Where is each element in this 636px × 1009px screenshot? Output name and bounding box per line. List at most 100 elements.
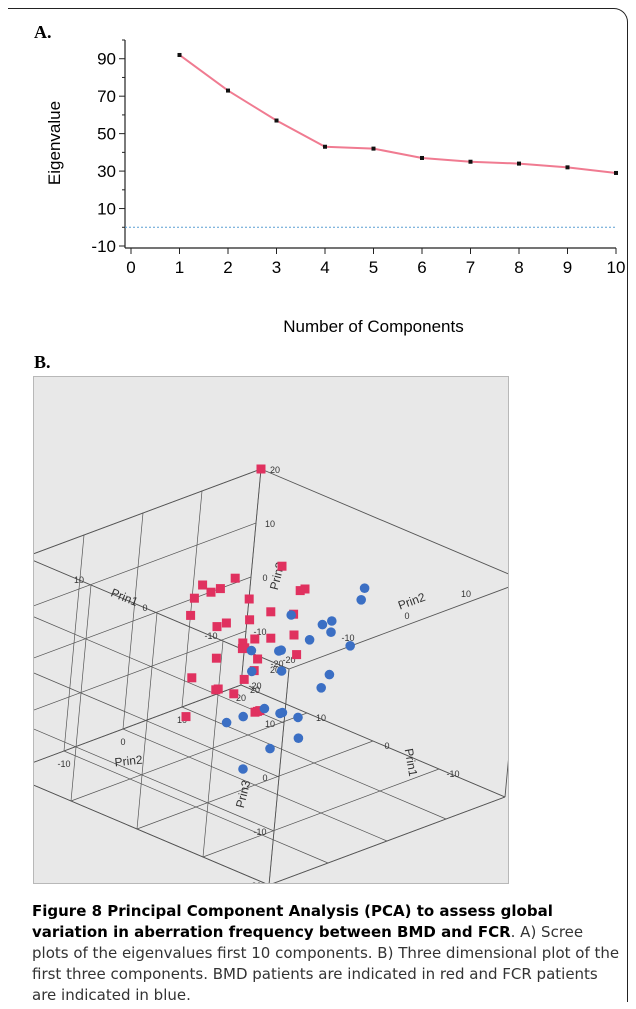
eigenvalue-point [468, 159, 473, 164]
tick-label-prin1-right: 10 [316, 713, 326, 723]
tick-label-prin1-right: 20 [250, 685, 260, 695]
figure-frame [8, 8, 628, 1002]
series-bmd [181, 464, 310, 722]
axis-label-prin2_bottom: Prin2 [114, 753, 144, 770]
pca-3d-plot: -20-1001020-20-1001020-20-1001020-20-100… [0, 464, 530, 891]
data-point-fcr [304, 635, 315, 645]
data-point-bmd [215, 584, 225, 594]
data-point-bmd [253, 654, 263, 664]
data-point-bmd [255, 706, 265, 716]
series-fcr [221, 583, 370, 774]
eigenvalue-line [178, 54, 617, 174]
grid-line [4, 772, 270, 886]
y-tick-label: 50 [97, 125, 116, 144]
grid-line [4, 772, 270, 886]
x-tick-label: 9 [563, 258, 572, 277]
data-point-bmd [266, 633, 276, 643]
tick-label-prin2-top: 0 [404, 611, 409, 621]
data-point-bmd [198, 580, 208, 590]
data-point-bmd [244, 594, 254, 604]
cube-edge [268, 668, 290, 886]
eigenvalue-point [177, 52, 182, 57]
data-point-bmd [295, 586, 305, 596]
data-point-fcr [238, 764, 248, 774]
grid-line [9, 718, 275, 832]
x-tick-label: 7 [466, 258, 475, 277]
eigenvalue-point [420, 155, 424, 160]
grid-line [122, 728, 388, 842]
tick-label-prin2-top: 10 [461, 589, 471, 599]
x-tick-label: 1 [175, 258, 184, 277]
data-point-fcr [276, 666, 287, 676]
data-point-bmd [289, 630, 299, 640]
tick-label-prin3-right: 0 [262, 573, 267, 583]
cube-edge [4, 772, 270, 886]
panel-a-label: A. [34, 22, 52, 42]
data-point-fcr [247, 666, 257, 677]
data-point-bmd [206, 587, 216, 597]
caption-title: Figure 8 Principal Component Analysis (P… [32, 902, 553, 941]
grid-line [24, 468, 262, 558]
data-point-bmd [189, 593, 199, 603]
data-point-fcr [286, 610, 296, 620]
data-point-fcr [317, 619, 328, 630]
grid-line [9, 630, 247, 720]
tick-label-prin1-right: -10 [446, 769, 459, 779]
y-tick-label: 70 [97, 87, 116, 106]
tick-label-prin2-bottom: -10 [57, 759, 70, 769]
eigenvalue-point [517, 161, 521, 166]
grid-line [19, 522, 257, 612]
x-axis-label: Number of Components [283, 317, 463, 336]
axis-label-prin1_right: Prin1 [402, 747, 421, 777]
tick-label-prin1-top: 10 [74, 575, 84, 585]
cube-edge [240, 684, 506, 798]
tick-label-prin2-top: -20 [282, 655, 295, 665]
tick-label-prin2-top: -10 [341, 633, 354, 643]
data-point-bmd [266, 607, 276, 617]
cube-edge [24, 468, 262, 558]
tick-label-prin3-right: 20 [270, 465, 280, 475]
tick-label-prin1-top: -10 [204, 631, 217, 641]
y-tick-label: 90 [97, 50, 116, 69]
tick-label-prin3-left: 10 [265, 719, 275, 729]
data-point-fcr [265, 743, 275, 754]
tick-label-prin1-top: -20 [270, 659, 283, 669]
x-tick-label: 6 [417, 258, 426, 277]
data-point-bmd [237, 644, 247, 654]
data-point-fcr [327, 616, 337, 626]
tick-label-prin2-bottom: 20 [236, 693, 246, 703]
grid-face-w [4, 684, 506, 886]
data-point-fcr [356, 595, 367, 605]
data-point-fcr [221, 717, 232, 728]
data-point-bmd [300, 584, 310, 594]
eigenvalue-point [371, 146, 376, 151]
eigenvalue-point [323, 144, 327, 149]
axis-label-prin2_top: Prin2 [396, 590, 427, 613]
x-tick-label: 4 [320, 258, 329, 277]
grid-line [70, 584, 92, 802]
pca-3d-plot-panel: -20-1001020-20-1001020-20-1001020-20-100… [0, 376, 530, 891]
caption-body: . A) Scree plots of the eigenvalues firs… [32, 923, 620, 1004]
tick-label-prin3-left: -20 [248, 881, 261, 883]
grid-line [14, 664, 280, 778]
eigenvalue-point [274, 118, 279, 123]
x-tick-label: 2 [223, 258, 232, 277]
tick-label-prin3-left: 20 [270, 665, 280, 675]
data-point-bmd [212, 622, 222, 632]
data-point-bmd [245, 615, 255, 625]
scree-plot: A. -10 10 30 50 70 90 0 1 2 3 4 5 6 7 8 9 10 Eigenvalue Num… [34, 22, 625, 336]
data-point-bmd [250, 634, 260, 644]
data-point-fcr [275, 708, 285, 719]
data-point-fcr [316, 683, 327, 693]
data-point-fcr [345, 641, 356, 651]
data-point-bmd [221, 618, 231, 628]
eigenvalue-point [614, 170, 618, 175]
tick-label-prin3-right: -20 [248, 681, 261, 691]
data-point-bmd [211, 653, 221, 663]
figure-caption: Figure 8 Principal Component Analysis (P… [32, 901, 622, 1006]
data-point-bmd [230, 573, 240, 583]
cube-edge [268, 796, 506, 886]
data-point-fcr [259, 703, 270, 714]
data-point-fcr [274, 646, 284, 656]
data-point-fcr [326, 627, 336, 637]
